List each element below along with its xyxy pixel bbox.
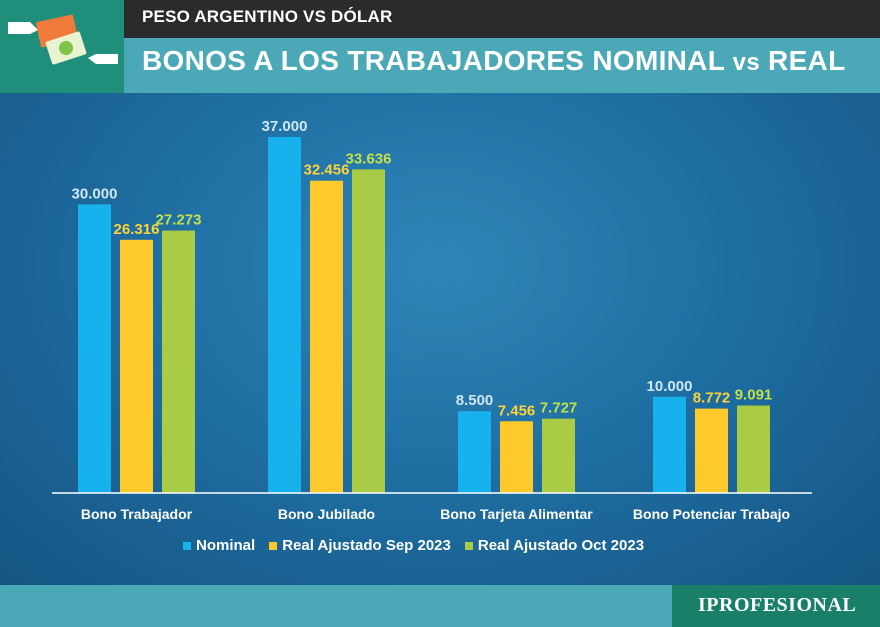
category-label-1: Bono Jubilado (278, 506, 375, 522)
legend-item-nominal: Nominal (183, 537, 255, 554)
data-label-sep-3: 8.772 (693, 390, 731, 407)
chart-title: BONOS A LOS TRABAJADORES NOMINAL vs REAL (142, 45, 845, 77)
data-label-nominal-2: 8.500 (456, 392, 494, 409)
bar-nominal-1 (268, 137, 301, 493)
bar-sep-0 (120, 239, 153, 493)
legend-swatch-oct (464, 541, 473, 550)
data-label-oct-1: 33.636 (346, 150, 392, 167)
header-subtitle: PESO ARGENTINO VS DÓLAR (142, 7, 393, 26)
legend-item-oct: Real Ajustado Oct 2023 (464, 537, 645, 554)
bar-oct-1 (352, 169, 385, 494)
data-label-nominal-3: 10.000 (647, 378, 693, 395)
data-label-oct-3: 9.091 (735, 387, 773, 404)
legend-label-nominal: Nominal (196, 537, 256, 554)
money-hands-icon (8, 14, 118, 65)
legend-label-sep: Real Ajustado Sep 2023 (282, 537, 451, 554)
title-vs: vs (732, 49, 760, 76)
bar-oct-3 (737, 405, 770, 493)
data-label-oct-2: 7.727 (540, 400, 578, 417)
legend-item-sep: Real Ajustado Sep 2023 (269, 537, 451, 554)
title-bar (124, 38, 880, 93)
bar-sep-2 (500, 421, 533, 493)
legend-label-oct: Real Ajustado Oct 2023 (477, 537, 645, 554)
data-label-oct-0: 27.273 (156, 212, 202, 229)
category-label-2: Bono Tarjeta Alimentar (440, 506, 593, 522)
data-label-nominal-1: 37.000 (262, 118, 308, 135)
brand-box (672, 585, 880, 627)
legend: Nominal Real Ajustado Sep 2023 Real Ajus… (183, 537, 658, 554)
bar-sep-1 (310, 180, 343, 493)
title-main: BONOS A LOS TRABAJADORES NOMINAL (142, 45, 733, 76)
bar-nominal-2 (458, 411, 491, 493)
header-icon-box (0, 0, 124, 93)
category-label-0: Bono Trabajador (81, 506, 193, 522)
data-label-sep-2: 7.456 (498, 402, 536, 419)
bar-oct-0 (162, 230, 195, 493)
bar-nominal-3 (653, 396, 686, 493)
brand-logo: IPROFESIONAL (698, 594, 857, 616)
bar-sep-3 (695, 408, 728, 493)
legend-swatch-sep (269, 541, 278, 550)
data-label-nominal-0: 30.000 (72, 185, 118, 202)
bar-oct-2 (542, 418, 575, 493)
top-bar (0, 0, 880, 38)
data-label-sep-0: 26.316 (114, 221, 160, 238)
legend-swatch-nominal (183, 541, 191, 550)
bar-nominal-0 (78, 204, 111, 493)
title-end: REAL (759, 45, 846, 76)
category-label-3: Bono Potenciar Trabajo (633, 506, 790, 522)
data-label-sep-1: 32.456 (304, 162, 350, 179)
